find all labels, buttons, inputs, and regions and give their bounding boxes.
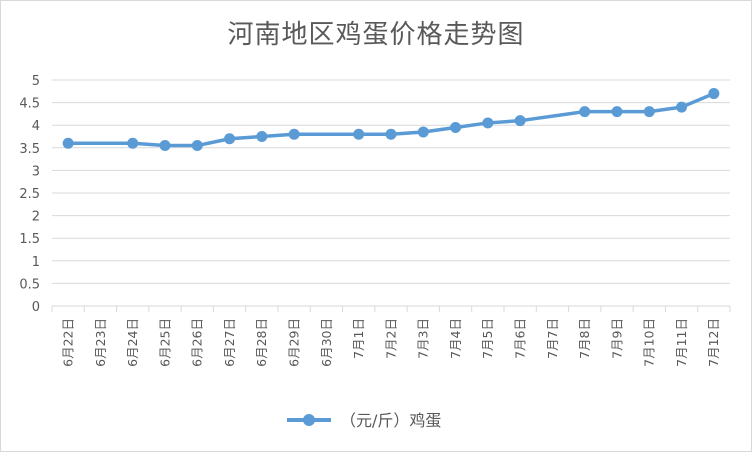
y-tick-label: 1.5 — [19, 232, 40, 247]
data-point — [708, 88, 720, 100]
data-point — [191, 140, 203, 152]
x-tick-label: 6月28日 — [254, 318, 269, 367]
x-tick-label: 7月3日 — [416, 318, 431, 359]
x-tick-label: 7月6日 — [513, 318, 528, 359]
y-tick-label: 0 — [32, 300, 40, 315]
y-tick-label: 1 — [32, 255, 40, 270]
x-tick-label: 7月12日 — [706, 318, 721, 367]
data-point — [482, 117, 494, 129]
y-tick-label: 3.5 — [19, 142, 40, 157]
x-tick-label: 6月26日 — [190, 318, 205, 367]
data-point — [514, 115, 526, 127]
x-tick-label: 7月5日 — [480, 318, 495, 359]
x-tick-label: 7月11日 — [674, 318, 689, 367]
y-tick-label: 4.5 — [19, 97, 40, 112]
chart-title: 河南地区鸡蛋价格走势图 — [227, 20, 525, 50]
x-tick-label: 7月8日 — [577, 318, 592, 359]
x-tick-label: 6月25日 — [157, 318, 172, 367]
data-point — [159, 140, 171, 152]
data-point — [62, 137, 74, 149]
x-tick-label: 7月2日 — [383, 318, 398, 359]
y-tick-label: 0.5 — [19, 277, 40, 292]
data-point — [450, 121, 462, 133]
data-point — [611, 106, 623, 118]
x-tick-label: 7月9日 — [609, 318, 624, 359]
x-tick-label: 6月23日 — [93, 318, 108, 367]
gridlines — [51, 79, 731, 312]
series-egg-price — [62, 88, 720, 152]
y-tick-label: 4 — [32, 119, 40, 134]
x-axis-ticks: 6月22日 6月23日 6月24日 6月25日 6月26日 6月27日 6月28日 6月29日… — [61, 318, 722, 367]
x-tick-label: 6月30日 — [319, 318, 334, 367]
data-point — [224, 133, 236, 145]
x-tick-label: 6月22日 — [61, 318, 76, 367]
data-point — [127, 137, 139, 149]
x-tick-label: 6月24日 — [125, 318, 140, 367]
x-tick-label: 6月29日 — [287, 318, 302, 367]
data-point — [579, 106, 591, 118]
data-point — [643, 106, 655, 118]
data-point — [417, 126, 429, 138]
data-point — [256, 131, 268, 142]
legend-label: （元/斤）鸡蛋 — [340, 411, 441, 430]
y-tick-label: 2 — [32, 210, 40, 225]
data-point — [288, 128, 300, 140]
data-point — [676, 101, 688, 113]
x-tick-label: 7月4日 — [448, 318, 463, 359]
x-tick-label: 7月1日 — [351, 318, 366, 359]
x-tick-label: 7月10日 — [642, 318, 657, 367]
legend[interactable]: （元/斤）鸡蛋 — [287, 411, 441, 430]
x-tick-label: 6月27日 — [222, 318, 237, 367]
data-point — [353, 128, 365, 140]
data-point — [385, 128, 397, 140]
y-axis-ticks: 0 0.5 1 1.5 2 2.5 3 3.5 4 4.5 5 — [19, 74, 40, 315]
y-tick-label: 5 — [32, 74, 40, 89]
x-tick-label: 7月7日 — [545, 318, 560, 359]
y-tick-label: 2.5 — [19, 187, 40, 202]
legend-marker-swatch — [303, 414, 315, 426]
y-tick-label: 3 — [32, 164, 40, 179]
